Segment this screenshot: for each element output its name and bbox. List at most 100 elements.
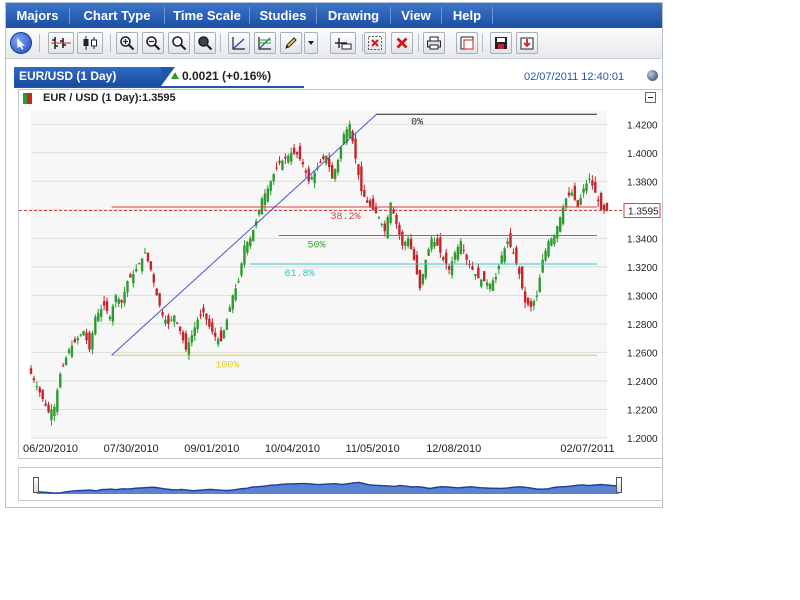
pointer-tool-button[interactable] <box>10 32 32 54</box>
candle-body <box>269 181 272 192</box>
trendline-button[interactable] <box>228 32 250 54</box>
candle-body <box>564 198 568 208</box>
candle-body <box>541 259 544 273</box>
dropdown-arrow-icon <box>308 41 314 45</box>
delete-all-button[interactable] <box>391 32 413 54</box>
candle-body <box>427 249 430 256</box>
candle-body <box>602 204 606 211</box>
candle-body <box>301 162 305 165</box>
candle-body <box>272 174 275 182</box>
candle-body <box>322 156 325 160</box>
candle-body <box>178 326 182 332</box>
candle-body <box>281 160 284 170</box>
draw-tools-dropdown[interactable] <box>304 32 318 54</box>
zoom-in-button[interactable] <box>116 32 138 54</box>
candle-body <box>275 167 278 169</box>
trading-chart-app: Majors Chart Type Time Scale Studies Dra… <box>5 2 663 508</box>
trendline-icon <box>232 37 245 50</box>
candle-body <box>76 338 79 341</box>
ohlc-bar-button[interactable] <box>48 32 74 54</box>
menu-divider <box>492 7 493 24</box>
candle-body <box>567 192 571 196</box>
candle-body <box>193 327 196 337</box>
candle-body <box>108 316 112 320</box>
save-chart-button[interactable] <box>490 32 512 54</box>
navigator-area <box>37 482 619 494</box>
bar-chart-icon <box>51 37 71 49</box>
menu-help[interactable]: Help <box>452 8 482 23</box>
fibonacci-level-label: 38.2% <box>331 212 361 223</box>
toolbar-divider <box>418 34 419 52</box>
candle-body <box>398 224 401 235</box>
candle-body <box>345 129 348 143</box>
menu-studies[interactable]: Studies <box>259 8 307 23</box>
candle-body <box>553 235 556 245</box>
candle-body <box>535 295 539 297</box>
draw-pencil-button[interactable] <box>280 32 302 54</box>
menu-view[interactable]: View <box>401 8 431 23</box>
popout-button[interactable] <box>456 32 478 54</box>
fibonacci-level-label: 100% <box>215 360 239 371</box>
globe-icon[interactable] <box>647 70 658 81</box>
candle-body <box>506 241 509 244</box>
y-tick-label: 1.2600 <box>627 348 658 359</box>
delete-drawing-button[interactable] <box>364 32 386 54</box>
candlestick-button[interactable] <box>77 32 103 54</box>
candle-body <box>216 338 220 345</box>
zoom-fit-button[interactable] <box>168 32 190 54</box>
candle-body <box>50 409 53 421</box>
candle-body <box>430 238 433 250</box>
candle-body <box>386 216 389 239</box>
candle-body <box>205 313 208 320</box>
time-navigator[interactable] <box>18 467 663 501</box>
candle-body <box>184 333 188 350</box>
candle-body <box>82 331 85 336</box>
candle-body <box>579 197 582 205</box>
y-tick-label: 1.3400 <box>627 234 658 245</box>
price-chart[interactable]: 1.42001.40001.38001.36001.34001.32001.30… <box>19 90 662 458</box>
toolbar-divider <box>39 34 40 52</box>
menu-time-scale[interactable]: Time Scale <box>173 8 241 23</box>
collapse-panel-button[interactable] <box>645 92 656 103</box>
menu-chart-type[interactable]: Chart Type <box>83 8 151 23</box>
candle-body <box>61 365 65 367</box>
zoom-out-button[interactable] <box>142 32 164 54</box>
candle-body <box>462 249 465 251</box>
candle-body <box>146 252 150 262</box>
candle-body <box>477 267 480 279</box>
fibonacci-level-label: 0% <box>411 117 423 128</box>
fibonacci-button[interactable] <box>254 32 276 54</box>
save-icon <box>495 37 507 49</box>
candle-body <box>532 301 536 306</box>
y-tick-label: 1.4000 <box>627 149 658 160</box>
candle-body <box>582 188 585 193</box>
candle-body <box>576 200 579 207</box>
last-price-box <box>623 203 661 219</box>
candle-body <box>137 263 141 265</box>
fibonacci-level-label: 61.8% <box>284 269 314 280</box>
candle-body <box>228 307 232 312</box>
menu-drawing[interactable]: Drawing <box>327 8 380 23</box>
candle-body <box>474 274 477 276</box>
zoom-reset-button[interactable] <box>194 32 216 54</box>
candle-body <box>471 266 474 270</box>
candle-body <box>64 357 68 365</box>
x-tick-label: 06/20/2010 <box>23 443 78 455</box>
navigator-right-handle[interactable] <box>616 477 622 493</box>
plot-area <box>31 110 607 438</box>
chart-tab-title[interactable]: EUR/USD (1 Day) <box>14 67 161 86</box>
candle-body <box>237 281 240 283</box>
load-chart-button[interactable] <box>516 32 538 54</box>
print-button[interactable] <box>423 32 445 54</box>
crosshair-button[interactable] <box>330 32 356 54</box>
candle-body <box>231 295 234 310</box>
candle-body <box>123 291 126 304</box>
x-tick-label: 10/04/2010 <box>265 443 320 455</box>
navigator-left-handle[interactable] <box>33 477 39 493</box>
y-tick-label: 1.2000 <box>627 434 658 445</box>
candle-body <box>389 202 392 224</box>
candle-body <box>284 156 287 159</box>
candle-body <box>257 209 261 215</box>
menu-majors[interactable]: Majors <box>16 8 59 23</box>
x-tick-label: 07/30/2010 <box>104 443 159 455</box>
